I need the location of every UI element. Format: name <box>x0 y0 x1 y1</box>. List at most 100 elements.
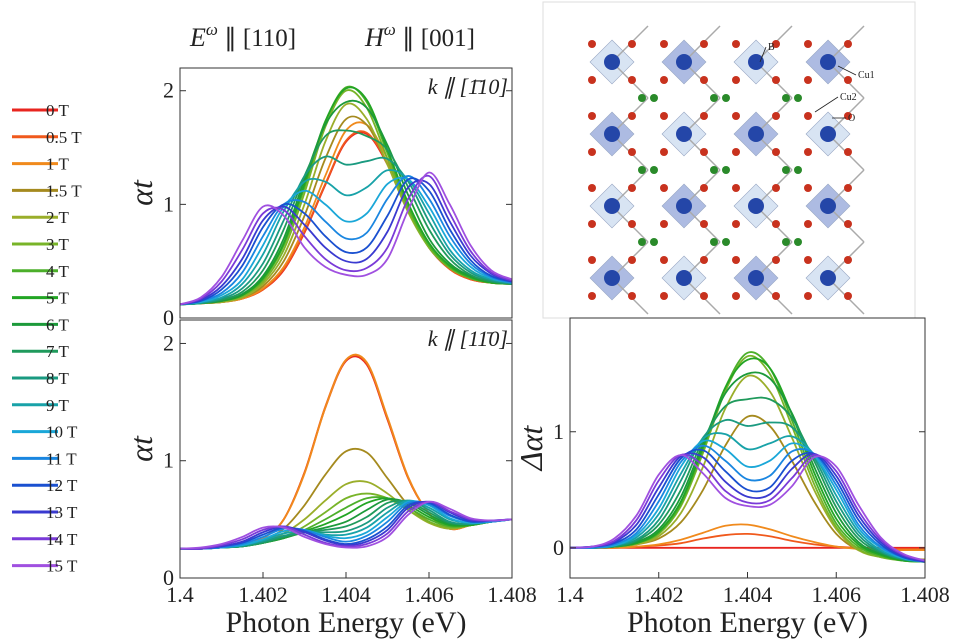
legend-label: 0.5 T <box>46 128 82 147</box>
series-group <box>180 85 512 306</box>
label-leader <box>814 96 839 113</box>
o-atom <box>772 292 780 300</box>
series-group <box>570 351 925 563</box>
spectrum-line <box>180 129 512 306</box>
x-tick-label: 1.406 <box>404 582 454 607</box>
x-tick-label: 1.408 <box>487 582 537 607</box>
o-atom <box>588 148 596 156</box>
spectrum-line <box>570 452 925 563</box>
o-atom <box>588 184 596 192</box>
y-tick-label: 0 <box>163 305 174 330</box>
o-atom <box>660 256 668 264</box>
o-atom <box>588 76 596 84</box>
b-atom <box>794 238 802 246</box>
o-atom <box>844 76 852 84</box>
o-atom <box>660 76 668 84</box>
b-atom <box>638 238 646 246</box>
o-atom <box>804 40 812 48</box>
legend-label: 15 T <box>46 557 78 576</box>
o-atom <box>700 220 708 228</box>
o-atom <box>700 256 708 264</box>
o-atom <box>628 148 636 156</box>
b-atom <box>638 166 646 174</box>
o-atom <box>700 112 708 120</box>
cu-atom <box>676 198 692 214</box>
x-tick-label: 1.402 <box>634 582 684 607</box>
o-atom <box>732 292 740 300</box>
legend-label: 14 T <box>46 530 78 549</box>
o-atom <box>660 148 668 156</box>
x-axis-label: Photon Energy (eV) <box>627 606 868 639</box>
field-direction: ∥ [110] <box>218 25 296 52</box>
b-atom <box>650 94 658 102</box>
cu-atom <box>748 126 764 142</box>
cu-atom <box>820 54 836 70</box>
o-atom <box>772 220 780 228</box>
panel-annotation: k ∥ [1̄10] <box>428 74 508 99</box>
o-atom <box>588 40 596 48</box>
o-atom <box>732 76 740 84</box>
cu-atom <box>604 198 620 214</box>
label-leader <box>759 46 767 63</box>
o-atom <box>660 220 668 228</box>
spectrum-line <box>180 175 512 306</box>
y-tick-label: 1 <box>553 419 564 444</box>
b-atom <box>650 166 658 174</box>
y-tick-label: 1 <box>163 448 174 473</box>
o-atom <box>700 184 708 192</box>
cu-atom <box>820 126 836 142</box>
y-tick-label: 0 <box>553 535 564 560</box>
label-leader <box>837 65 857 76</box>
o-atom <box>804 292 812 300</box>
spectrum-line <box>180 169 512 306</box>
o-atom <box>628 40 636 48</box>
legend-label: 4 T <box>46 262 69 281</box>
x-tick-label: 1.402 <box>238 582 288 607</box>
o-atom <box>844 256 852 264</box>
spectrum-line <box>570 453 925 562</box>
spectrum-line <box>570 448 925 563</box>
y-axis-label: αt <box>123 179 159 206</box>
cu-atom <box>676 126 692 142</box>
o-atom <box>804 220 812 228</box>
o-atom <box>804 148 812 156</box>
o-atom <box>660 40 668 48</box>
o-atom <box>628 184 636 192</box>
spectrum-line <box>180 176 512 306</box>
o-atom <box>732 184 740 192</box>
field-direction: ∥ [001] <box>396 25 475 52</box>
structure-label: B <box>768 42 775 53</box>
x-tick-label: 1.4 <box>166 582 194 607</box>
o-atom <box>804 184 812 192</box>
b-atom <box>638 94 646 102</box>
cu-atom <box>748 54 764 70</box>
y-axis-label: αt <box>123 435 159 462</box>
legend-label: 9 T <box>46 396 69 415</box>
panel-annotation: k ∥ [11̄0] <box>428 326 508 351</box>
cu-atom <box>676 54 692 70</box>
o-atom <box>588 256 596 264</box>
o-atom <box>588 112 596 120</box>
o-atom <box>804 256 812 264</box>
o-atom <box>844 292 852 300</box>
o-atom <box>804 112 812 120</box>
o-atom <box>844 40 852 48</box>
o-atom <box>772 256 780 264</box>
legend-label: 6 T <box>46 315 69 334</box>
spectrum-line <box>180 130 512 306</box>
spectrum-line <box>180 155 512 306</box>
structure-label: Cu2 <box>840 92 857 103</box>
spectrum-line <box>180 171 512 306</box>
field-symbol: E <box>189 23 206 52</box>
o-atom <box>732 40 740 48</box>
cu-atom <box>748 270 764 286</box>
y-axis-label: Δαt <box>513 425 549 473</box>
cu-atom <box>604 54 620 70</box>
legend-label: 1 T <box>46 155 69 174</box>
o-atom <box>588 292 596 300</box>
y-tick-label: 2 <box>163 330 174 355</box>
o-atom <box>844 184 852 192</box>
cu-atom <box>676 270 692 286</box>
